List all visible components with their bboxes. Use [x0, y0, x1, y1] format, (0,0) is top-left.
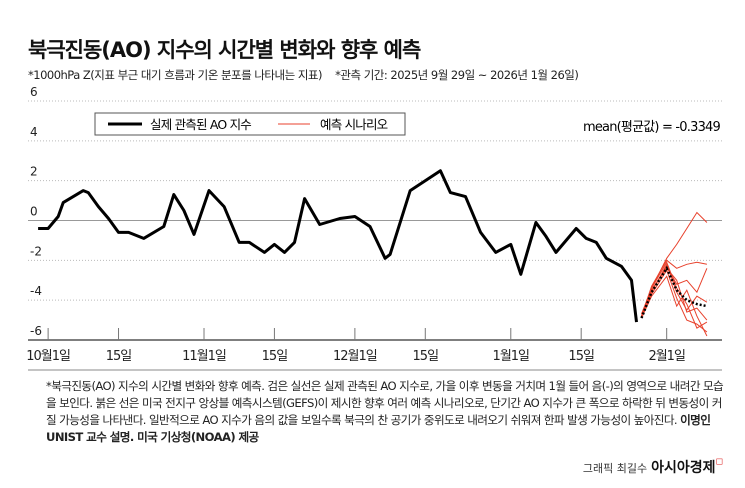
x-tick-label: 1월1일: [493, 349, 530, 364]
legend-observed-label: 실제 관측된 AO 지수: [150, 117, 251, 132]
y-tick-label: 6: [30, 85, 38, 99]
x-tick-label: 2월1일: [648, 349, 685, 364]
y-tick-label: -6: [30, 324, 42, 338]
y-tick-label: 0: [30, 205, 38, 219]
chart-notes: *북극진동(AO) 지수의 시간별 변화와 향후 예측. 검은 실선은 실제 관…: [46, 378, 726, 446]
subtitle-period: *관측 기간: 2025년 9월 29일 ~ 2026년 1월 26일): [335, 68, 579, 82]
brand-mark-icon: ◻: [715, 457, 723, 467]
x-tick-label: 15일: [568, 349, 594, 364]
mean-annotation: mean(평균값) = -0.3349: [583, 120, 721, 135]
y-tick-label: 4: [30, 125, 38, 139]
legend-box: [94, 112, 406, 136]
forecast-scenario-line: [641, 259, 707, 317]
forecast-scenario-line: [641, 275, 708, 337]
x-tick-label: 15일: [413, 349, 439, 364]
forecast-scenario-line: [641, 261, 708, 329]
y-tick-label: 2: [30, 165, 38, 179]
x-tick-label: 10월1일: [26, 349, 70, 364]
credit-author: 그래픽 최길수: [582, 462, 648, 475]
forecast-mean-line: [640, 265, 708, 319]
subtitle: *1000hPa Z(지표 부근 대기 흐름과 기온 분포를 나타내는 지표) …: [28, 67, 588, 83]
subtitle-unit: *1000hPa Z(지표 부근 대기 흐름과 기온 분포를 나타내는 지표): [28, 68, 322, 82]
x-tick-label: 15일: [262, 349, 288, 364]
legend-forecast-label: 예측 시나리오: [320, 117, 388, 132]
credit: 그래픽 최길수 아시아경제◻: [583, 457, 723, 477]
brand-logo: 아시아경제: [651, 460, 716, 476]
x-tick-label: 15일: [106, 349, 132, 364]
x-tick-label: 11월1일: [182, 349, 226, 364]
x-tick-label: 12월1일: [333, 349, 377, 364]
legend: 실제 관측된 AO 지수 예측 시나리오: [94, 112, 406, 136]
y-tick-label: -4: [30, 284, 42, 298]
forecast-scenario-line: [641, 263, 708, 319]
page-title: 북극진동(AO) 지수의 시간별 변화와 향후 예측: [28, 38, 421, 62]
notes-body: *북극진동(AO) 지수의 시간별 변화와 향후 예측. 검은 실선은 실제 관…: [46, 379, 724, 427]
y-tick-label: -2: [30, 244, 42, 258]
notes-source: 이명인 UNIST 교수 설명. 미국 기상청(NOAA) 제공: [46, 413, 711, 444]
observed-ao-line: [38, 169, 638, 323]
